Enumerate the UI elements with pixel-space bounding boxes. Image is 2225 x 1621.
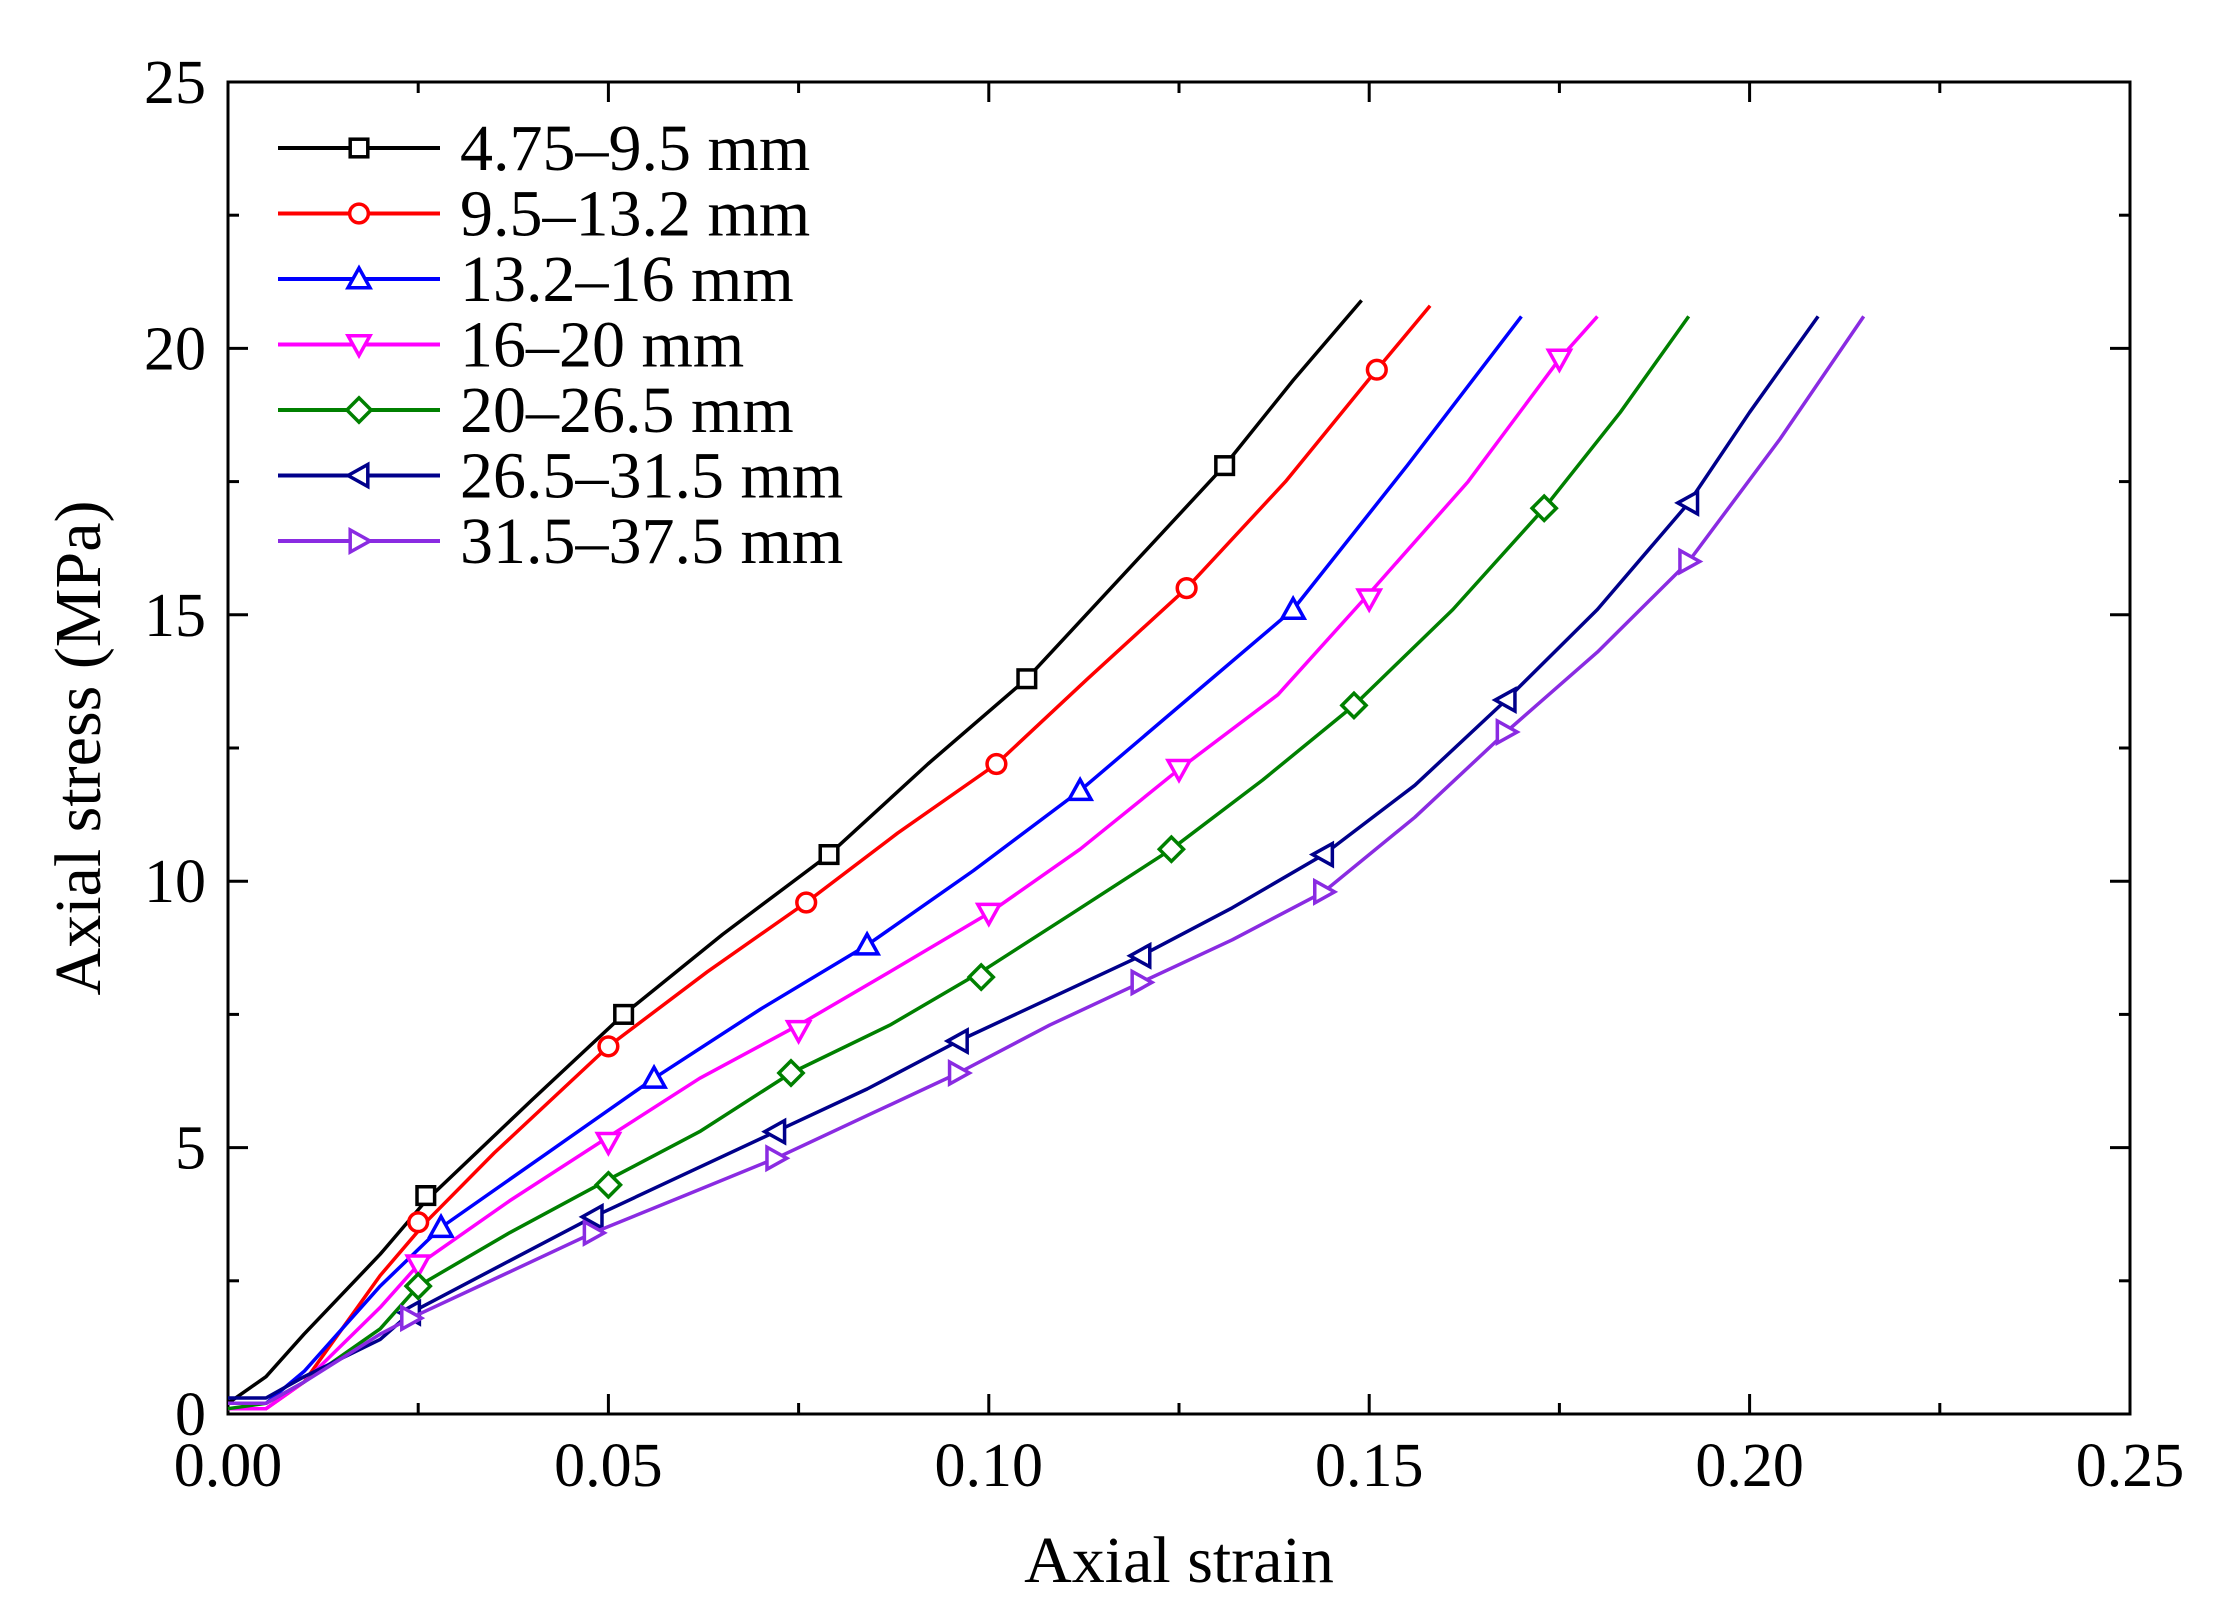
data-point [818,844,840,866]
data-point [1339,690,1369,720]
y-tick-label: 0 [175,1381,206,1449]
axis-ticks: 0.00 0.05 0.10 0.15 0.20 0.25 0 5 10 15 20 25 [144,49,2184,1500]
legend-label: 13.2–16 mm [460,243,794,316]
data-point [640,1063,669,1089]
data-point [776,1058,806,1088]
legend-entry: 16–20 mm [278,309,744,382]
data-point [1165,758,1193,784]
data-point [943,1027,969,1056]
legend-marker [347,202,371,225]
data-point [1156,834,1186,864]
data-point [593,1170,623,1200]
data-point [1016,668,1038,690]
series-5 [227,315,1691,1411]
y-tick-label: 15 [144,582,206,650]
legend-entry: 31.5–37.5 mm [278,505,843,578]
data-point [985,752,1008,776]
data-point [594,1131,623,1157]
legend-label: 9.5–13.2 mm [460,178,810,251]
data-point [404,1254,433,1280]
series-2 [228,304,1432,1411]
series-7 [228,315,1866,1406]
data-point [1678,547,1704,576]
x-tick-label: 0.00 [174,1432,283,1500]
series-line [228,315,1599,1411]
series-layer [226,299,1866,1411]
data-point [1308,840,1335,869]
legend-marker [345,333,373,360]
x-tick-label: 0.20 [1695,1432,1804,1500]
data-point [1545,348,1574,374]
data-point [853,930,882,956]
legend-entry: 26.5–31.5 mm [278,440,843,513]
data-point [1495,718,1521,746]
y-tick-label: 20 [144,315,206,383]
data-point [784,1019,813,1045]
legend-entry: 9.5–13.2 mm [278,178,810,251]
data-point [765,1144,791,1173]
data-point [1126,941,1152,970]
data-point [597,1035,620,1058]
data-point [966,962,996,992]
x-tick-label: 0.10 [935,1432,1044,1500]
data-point [947,1059,973,1087]
data-point [582,1218,608,1247]
y-tick-label: 25 [144,49,206,117]
data-point [400,1304,426,1333]
data-point [403,1271,433,1301]
data-point [1066,776,1095,802]
legend-label: 26.5–31.5 mm [460,440,843,513]
data-point [761,1117,787,1146]
series-4 [228,315,1599,1411]
legend-entry: 20–26.5 mm [278,374,794,447]
series-line [228,304,1432,1411]
series-line [228,315,1523,1406]
x-axis-title: Axial strain [1024,1524,1334,1597]
legend-entry: 4.75–9.5 mm [278,112,810,185]
data-point [1674,488,1700,517]
data-point [1279,594,1308,621]
legend-label: 4.75–9.5 mm [460,112,810,185]
y-tick-label: 10 [144,848,206,916]
legend-label: 31.5–37.5 mm [460,505,843,578]
data-point [1130,968,1156,997]
legend-marker [348,137,370,159]
data-point [1529,493,1559,523]
series-line [226,299,1363,1405]
data-point [415,1185,437,1207]
series-1 [226,299,1363,1405]
data-point [1491,686,1517,715]
data-point [1355,588,1384,614]
data-point [1365,358,1388,381]
y-axis-title: Axial stress (MPa) [42,501,115,996]
legend-marker [344,461,370,490]
x-tick-label: 0.05 [554,1432,663,1500]
data-point [1313,877,1339,906]
data-point [1214,455,1236,477]
data-point [974,902,1003,928]
data-point [407,1211,430,1234]
legend-label: 20–26.5 mm [460,374,794,447]
legend-marker [348,527,374,555]
data-point [613,1003,635,1025]
y-tick-label: 5 [175,1115,206,1183]
data-point [427,1212,455,1239]
legend-marker [345,264,373,290]
x-tick-label: 0.25 [2076,1432,2185,1500]
legend-marker [344,395,374,425]
legend-label: 16–20 mm [460,309,744,382]
series-3 [228,315,1523,1406]
data-point [578,1202,604,1231]
legend-entry: 13.2–16 mm [278,243,794,316]
x-tick-label: 0.15 [1315,1432,1424,1500]
data-point [1175,577,1198,600]
series-line [227,315,1691,1411]
data-point [795,891,818,914]
